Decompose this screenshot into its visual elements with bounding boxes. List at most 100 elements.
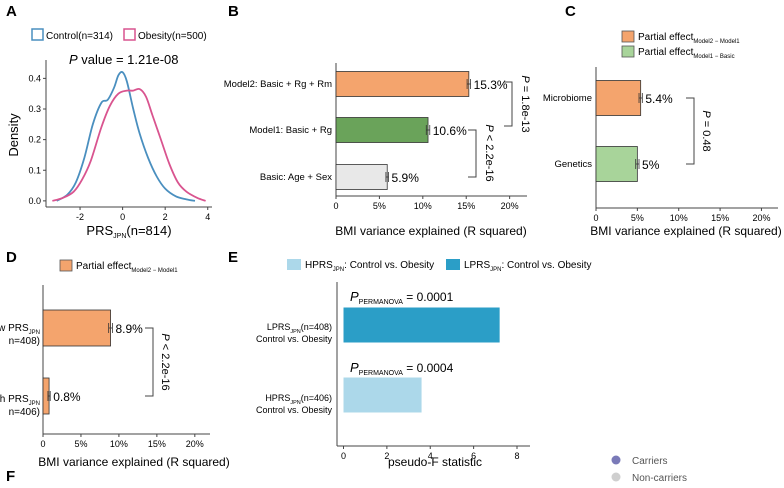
category-d-1-line2: n=408) [9,336,40,347]
legend-control-label: Control(n=314) [46,31,113,42]
legend-d-main: Partial effect [76,261,132,272]
c-x-tick-label-3: 15% [711,213,729,223]
b-value-label-2: 5.9% [392,171,420,185]
legend-c-model1-label: Partial effectModel1 − Basic [638,47,735,60]
legend-e1-sub: JPN [333,267,344,273]
legend-carriers-label: Carriers [632,456,668,467]
legend-e-lprs-label: LPRSJPN: Control vs. Obesity [464,260,592,273]
x-ticks-e: 0 2 4 6 8 [341,446,519,461]
legend-c2-main: Partial effect [638,47,694,58]
y-tick-label-a-2: 0.2 [28,135,41,145]
d-x-tick-label-1: 5% [74,439,87,449]
category-d-2: h PRSJPN [0,394,40,407]
density-line-obesity [52,87,206,202]
e-x-tick-label-4: 8 [514,451,519,461]
legend-e-hprs-label: HPRSJPN: Control vs. Obesity [305,260,434,273]
ann1-sub: PERMANOVA [359,299,404,306]
legend-swatch-d [59,259,73,272]
bracket-c-p: P [700,110,712,118]
c-value-label-1: 5% [642,158,660,172]
b-bar-2 [335,164,388,190]
legend-marker-carriers [611,455,621,465]
panel-b: 15.3% Model2: Basic + Rg + Rm 10.6% Model1:… [224,63,531,238]
c-x-tick-label-4: 20% [752,213,770,223]
category-e-1: LPRSJPN(n=408) [267,322,332,335]
c-x-tick-label-1: 5% [631,213,644,223]
bars-b: 15.3% Model2: Basic + Rg + Rm 10.6% Model1:… [224,71,508,190]
bracket-c-text: = 0.48 [700,118,712,152]
category-e-1-line2: Control vs. Obesity [256,334,333,344]
x-title-a-main: PRS [86,223,113,238]
legend-swatch-c-model2 [621,30,635,43]
legend-e1-main: HPRS [305,260,333,271]
x-ticks-b: 0 5% 10% 15% 20% [333,196,519,211]
pvalue-annotation: P value = 1.21e-08 [69,52,179,67]
bracket-b-1-p: P [519,75,531,83]
d-value-label-1: 0.8% [53,390,81,404]
legend-noncarriers-label: Non-carriers [632,473,687,483]
bracket-d-label: P < 2.2e-16 [159,333,171,390]
permanova-annotation-2: PPERMANOVA = 0.0004 [350,360,454,377]
cat-e2-sub: JPN [290,400,300,406]
x-tick-label-a-0: -2 [76,212,84,222]
x-axis-title-d: BMI variance explained (R squared) [38,455,229,469]
b-value-label-1: 10.6% [433,124,467,138]
bracket-c [686,97,695,165]
panel-f: Carriers Non-carriers [611,455,687,484]
density-line-control [56,71,196,202]
legend-e2-tail: : Control vs. Obesity [501,260,591,271]
legend-d-label: Partial effectModel2 − Model1 [76,261,178,274]
c-x-tick-label-0: 0 [593,213,598,223]
e-bar-1 [343,377,422,413]
panel-label-a: A [6,3,17,20]
cat-d1-main: w PRS [0,323,29,334]
e-x-tick-label-0: 0 [341,451,346,461]
c-bar-1 [595,146,638,182]
legend-c1-sub: Model2 − Model1 [693,39,740,45]
y-tick-label-a-3: 0.3 [28,104,41,114]
e-x-tick-label-2: 4 [428,451,433,461]
x-tick-label-a-2: 2 [163,212,168,222]
bracket-b-1-text: = 1.8e-13 [519,83,531,133]
category-d-2-line2: n=406) [9,407,40,418]
y-axis-title-a: Density [6,113,21,157]
c-category-1: Genetics [555,159,593,170]
bracket-b-2-text: < 2.2e-16 [483,132,495,182]
c-value-label-0: 5.4% [645,92,673,106]
panel-d: Partial effectModel2 − Model1 w PRSJPN n… [0,259,230,469]
x-title-a-tail: (n=814) [126,223,171,238]
d-x-tick-label-4: 20% [186,439,204,449]
bars-e [343,307,500,413]
b-bar-0 [335,71,470,97]
ann2-sub: PERMANOVA [359,370,404,377]
panel-label-c: C [565,3,576,20]
bracket-b-2-label: P < 2.2e-16 [483,124,495,181]
b-x-tick-label-0: 0 [333,201,338,211]
bracket-d-p: P [159,333,171,341]
legend-swatch-e-hprs [287,259,301,270]
panel-e: HPRSJPN: Control vs. Obesity LPRSJPN: Co… [256,259,592,469]
category-e-2-line2: Control vs. Obesity [256,405,333,415]
c-category-0: Microbiome [543,93,592,104]
legend-swatch-control [31,28,44,41]
bars-d: 8.9% 0.8% [42,309,143,415]
x-ticks-d: 0 5% 10% 15% 20% [40,434,204,449]
b-x-tick-label-3: 15% [457,201,475,211]
d-x-tick-label-2: 10% [110,439,128,449]
legend-e2-main: LPRS [464,260,490,271]
cat-d1-sub: JPN [29,330,40,336]
bars-c: 5.4% Microbiome 5% Genetics [543,80,673,182]
cat-e2-main: HPRS [265,393,290,403]
legend-c1-main: Partial effect [638,32,694,43]
b-x-tick-label-2: 10% [414,201,432,211]
b-category-1: Model1: Basic + Rg [249,125,332,136]
e-bar-0 [343,307,500,343]
x-ticks-c: 0 5% 10% 15% 20% [593,208,770,223]
legend-e2-sub: JPN [490,267,501,273]
bracket-c-label: P = 0.48 [700,110,712,151]
cat-d2-main: h PRS [0,394,29,405]
e-x-tick-label-3: 6 [471,451,476,461]
d-x-tick-label-0: 0 [40,439,45,449]
permanova-annotation-1: PPERMANOVA = 0.0001 [350,289,454,306]
